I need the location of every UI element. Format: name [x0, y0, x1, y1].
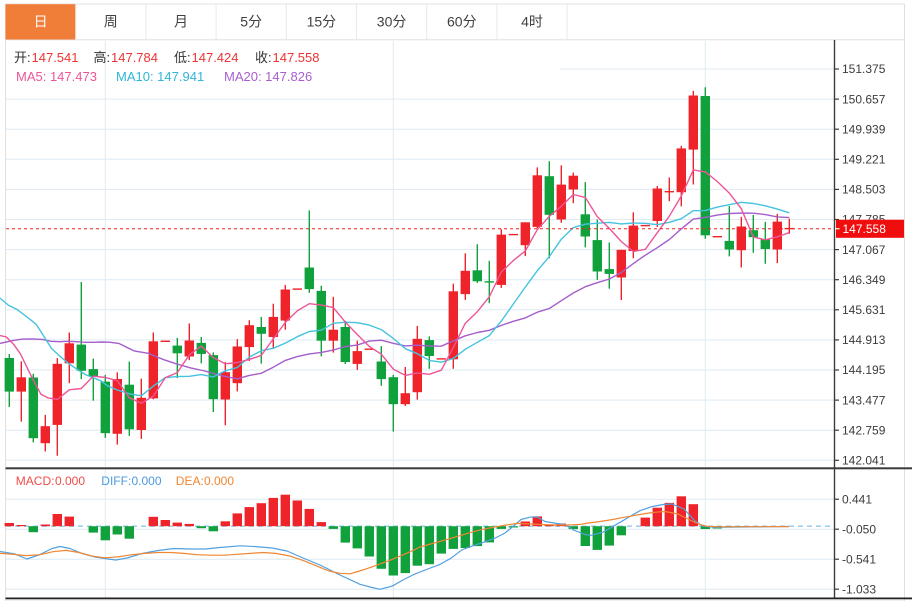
svg-text:145.631: 145.631 — [842, 303, 886, 317]
svg-text:60分: 60分 — [447, 14, 477, 30]
svg-text:15分: 15分 — [307, 14, 337, 30]
svg-text:147.541: 147.541 — [32, 50, 79, 65]
svg-text:5分: 5分 — [240, 14, 262, 30]
svg-text:147.558: 147.558 — [843, 222, 887, 236]
svg-text:150.657: 150.657 — [842, 92, 886, 106]
svg-text:149.939: 149.939 — [842, 122, 886, 136]
svg-text:MA20: 147.826: MA20: 147.826 — [224, 69, 312, 84]
svg-text:143.477: 143.477 — [842, 393, 886, 407]
svg-text:142.041: 142.041 — [842, 454, 886, 468]
svg-text:开:: 开: — [14, 50, 31, 65]
svg-text:30分: 30分 — [377, 14, 407, 30]
svg-text:MACD:: MACD: — [16, 474, 55, 488]
svg-text:147.424: 147.424 — [192, 50, 239, 65]
svg-text:142.759: 142.759 — [842, 423, 886, 437]
svg-text:-0.050: -0.050 — [842, 522, 876, 536]
svg-text:0.441: 0.441 — [842, 492, 872, 506]
svg-text:DEA:: DEA: — [176, 474, 204, 488]
svg-text:0.000: 0.000 — [55, 474, 85, 488]
svg-text:-1.033: -1.033 — [842, 582, 876, 596]
svg-text:147.784: 147.784 — [111, 50, 158, 65]
svg-text:MA10: 147.941: MA10: 147.941 — [116, 69, 204, 84]
svg-text:146.349: 146.349 — [842, 273, 886, 287]
svg-text:0.000: 0.000 — [132, 474, 162, 488]
svg-text:149.221: 149.221 — [842, 153, 886, 167]
svg-text:147.558: 147.558 — [273, 50, 320, 65]
svg-text:144.913: 144.913 — [842, 333, 886, 347]
svg-text:0.000: 0.000 — [204, 474, 234, 488]
svg-text:收:: 收: — [255, 50, 272, 65]
svg-text:MA5: 147.473: MA5: 147.473 — [16, 69, 97, 84]
svg-text:DIFF:: DIFF: — [101, 474, 131, 488]
svg-text:月: 月 — [174, 14, 188, 30]
svg-text:周: 周 — [104, 14, 118, 30]
svg-text:151.375: 151.375 — [842, 62, 886, 76]
svg-text:低:: 低: — [174, 50, 191, 65]
svg-text:147.067: 147.067 — [842, 243, 886, 257]
svg-text:-0.541: -0.541 — [842, 552, 876, 566]
svg-text:148.503: 148.503 — [842, 183, 886, 197]
svg-text:高:: 高: — [94, 50, 111, 65]
svg-text:144.195: 144.195 — [842, 363, 886, 377]
svg-text:4时: 4时 — [521, 14, 543, 30]
svg-text:日: 日 — [34, 14, 48, 30]
